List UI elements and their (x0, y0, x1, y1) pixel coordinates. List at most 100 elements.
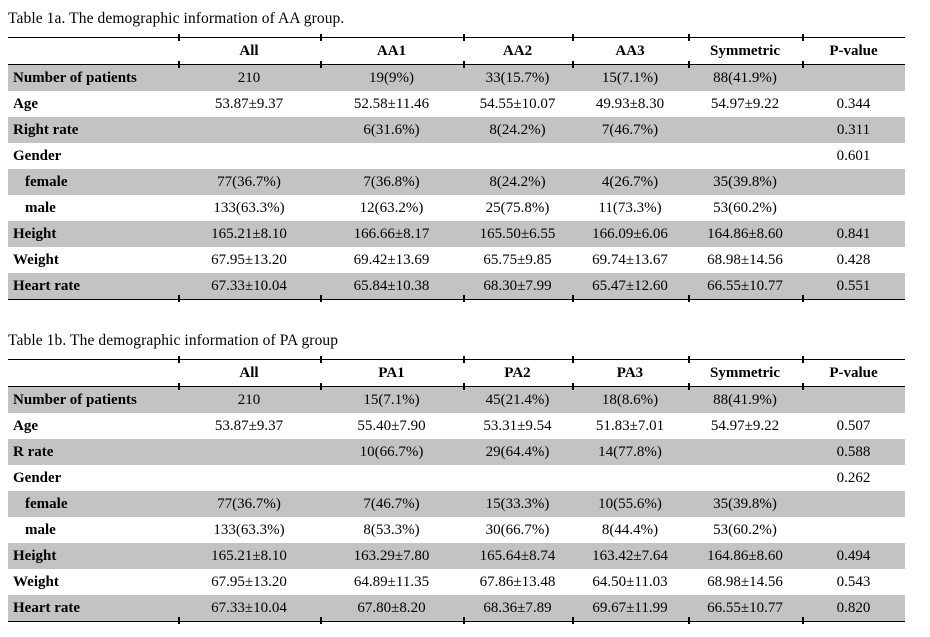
data-cell: 133(63.3%) (213, 199, 285, 216)
data-cell: 67.33±10.04 (211, 277, 287, 294)
column-boundary-tick (802, 34, 804, 41)
table-1b: All PA1 PA2 PA3 Symmetric P-value Number… (8, 359, 905, 622)
data-cell (178, 143, 320, 169)
data-cell: 0.588 (836, 443, 871, 460)
column-header-pa2: PA2 (504, 364, 531, 381)
table-row-height: Height 165.21±8.10 166.66±8.17 165.50±6.… (8, 221, 905, 247)
column-boundary-tick (178, 295, 180, 302)
table-row-heart-rate: Heart rate 67.33±10.04 67.80±8.20 68.36±… (8, 595, 905, 622)
column-boundary-tick (320, 34, 322, 41)
data-cell (178, 465, 320, 491)
row-label: R rate (13, 443, 54, 460)
row-label: male (25, 521, 56, 538)
data-cell (572, 143, 688, 169)
row-label: male (25, 199, 56, 216)
data-cell: 53.31±9.54 (483, 417, 552, 434)
table-row-male: male 133(63.3%) 12(63.2%) 25(75.8%) 11(7… (8, 195, 905, 221)
column-header-aa1: AA1 (376, 42, 407, 59)
column-boundary-tick (802, 295, 804, 302)
column-boundary-tick (688, 356, 690, 363)
data-cell: 30(66.7%) (485, 521, 550, 538)
data-cell: 35(39.8%) (713, 173, 777, 190)
data-cell: 8(24.2%) (489, 173, 546, 190)
column-boundary-tick (688, 617, 690, 624)
table-1a-section: Table 1a. The demographic information of… (8, 9, 930, 302)
data-cell: 0.311 (836, 121, 871, 138)
row-label: Height (13, 547, 57, 564)
data-cell: 0.262 (836, 469, 871, 486)
data-cell: 68.36±7.89 (483, 599, 552, 616)
data-cell: 10(66.7%) (359, 443, 424, 460)
column-boundary-tick (463, 356, 465, 363)
row-label: Height (13, 225, 57, 242)
table-row-weight: Weight 67.95±13.20 69.42±13.69 65.75±9.8… (8, 247, 905, 273)
column-boundary-tick (572, 295, 574, 302)
column-boundary-tick (802, 61, 804, 68)
data-cell: 68.98±14.56 (707, 251, 783, 268)
column-header-all: All (239, 364, 259, 381)
data-cell (178, 117, 320, 143)
data-cell: 14(77.8%) (598, 443, 662, 460)
data-cell: 52.58±11.46 (353, 95, 430, 112)
data-cell (688, 439, 802, 465)
table-row-weight: Weight 67.95±13.20 64.89±11.35 67.86±13.… (8, 569, 905, 595)
column-boundary-tick (178, 617, 180, 624)
data-cell: 66.55±10.77 (707, 277, 783, 294)
table-row-gender: Gender 0.262 (8, 465, 905, 491)
data-cell: 53.87±9.37 (214, 95, 284, 112)
data-cell: 165.64±8.74 (479, 547, 556, 564)
column-header-blank (8, 360, 178, 387)
column-header-symmetric: Symmetric (710, 364, 780, 381)
data-cell: 7(46.7%) (363, 495, 420, 512)
data-cell (320, 143, 463, 169)
data-cell: 210 (237, 391, 261, 408)
data-cell: 69.67±11.99 (592, 599, 668, 616)
data-cell: 166.09±6.06 (592, 225, 668, 242)
column-boundary-tick (178, 383, 180, 390)
data-cell (802, 195, 905, 221)
data-cell (802, 169, 905, 195)
document-page: Table 1a. The demographic information of… (8, 9, 930, 624)
data-cell: 51.83±7.01 (595, 417, 665, 434)
column-header-aa3: AA3 (615, 42, 645, 59)
table-row-height: Height 165.21±8.10 163.29±7.80 165.64±8.… (8, 543, 905, 569)
data-cell: 7(36.8%) (363, 173, 420, 190)
data-cell: 45(21.4%) (485, 391, 550, 408)
data-cell: 67.86±13.48 (479, 573, 556, 590)
data-cell: 49.93±8.30 (595, 95, 665, 112)
table-1b-caption: Table 1b. The demographic information of… (8, 332, 339, 349)
table-1a-caption: Table 1a. The demographic information of… (8, 10, 345, 27)
column-boundary-tick (688, 61, 690, 68)
data-cell (688, 143, 802, 169)
row-label: Heart rate (13, 277, 81, 294)
column-header-pvalue: P-value (829, 42, 878, 59)
data-cell: 67.80±8.20 (357, 599, 426, 616)
column-boundary-tick (463, 617, 465, 624)
data-cell: 66.55±10.77 (707, 599, 783, 616)
data-cell: 33(15.7%) (485, 69, 550, 86)
table-row-age: Age 53.87±9.37 55.40±7.90 53.31±9.54 51.… (8, 413, 905, 439)
data-cell: 164.86±8.60 (707, 547, 783, 564)
column-boundary-tick (178, 356, 180, 363)
column-boundary-tick (178, 34, 180, 41)
data-cell (688, 117, 802, 143)
data-cell: 0.494 (836, 547, 871, 564)
row-label: Age (13, 95, 38, 112)
data-cell: 15(7.1%) (601, 69, 659, 86)
data-cell: 0.841 (836, 225, 871, 242)
column-boundary-tick (320, 356, 322, 363)
column-boundary-tick (688, 295, 690, 302)
row-label: Weight (13, 251, 59, 268)
column-header-pvalue: P-value (829, 364, 878, 381)
data-cell: 67.95±13.20 (211, 251, 287, 268)
table-1b-section: Table 1b. The demographic information of… (8, 331, 930, 624)
column-boundary-tick (572, 34, 574, 41)
data-cell: 29(64.4%) (485, 443, 550, 460)
data-cell: 88(41.9%) (713, 69, 777, 86)
column-boundary-tick (463, 61, 465, 68)
data-cell: 67.95±13.20 (211, 573, 287, 590)
data-cell: 77(36.7%) (217, 173, 281, 190)
row-label: Heart rate (13, 599, 81, 616)
data-cell: 8(24.2%) (489, 121, 546, 138)
row-label: Number of patients (13, 69, 137, 86)
